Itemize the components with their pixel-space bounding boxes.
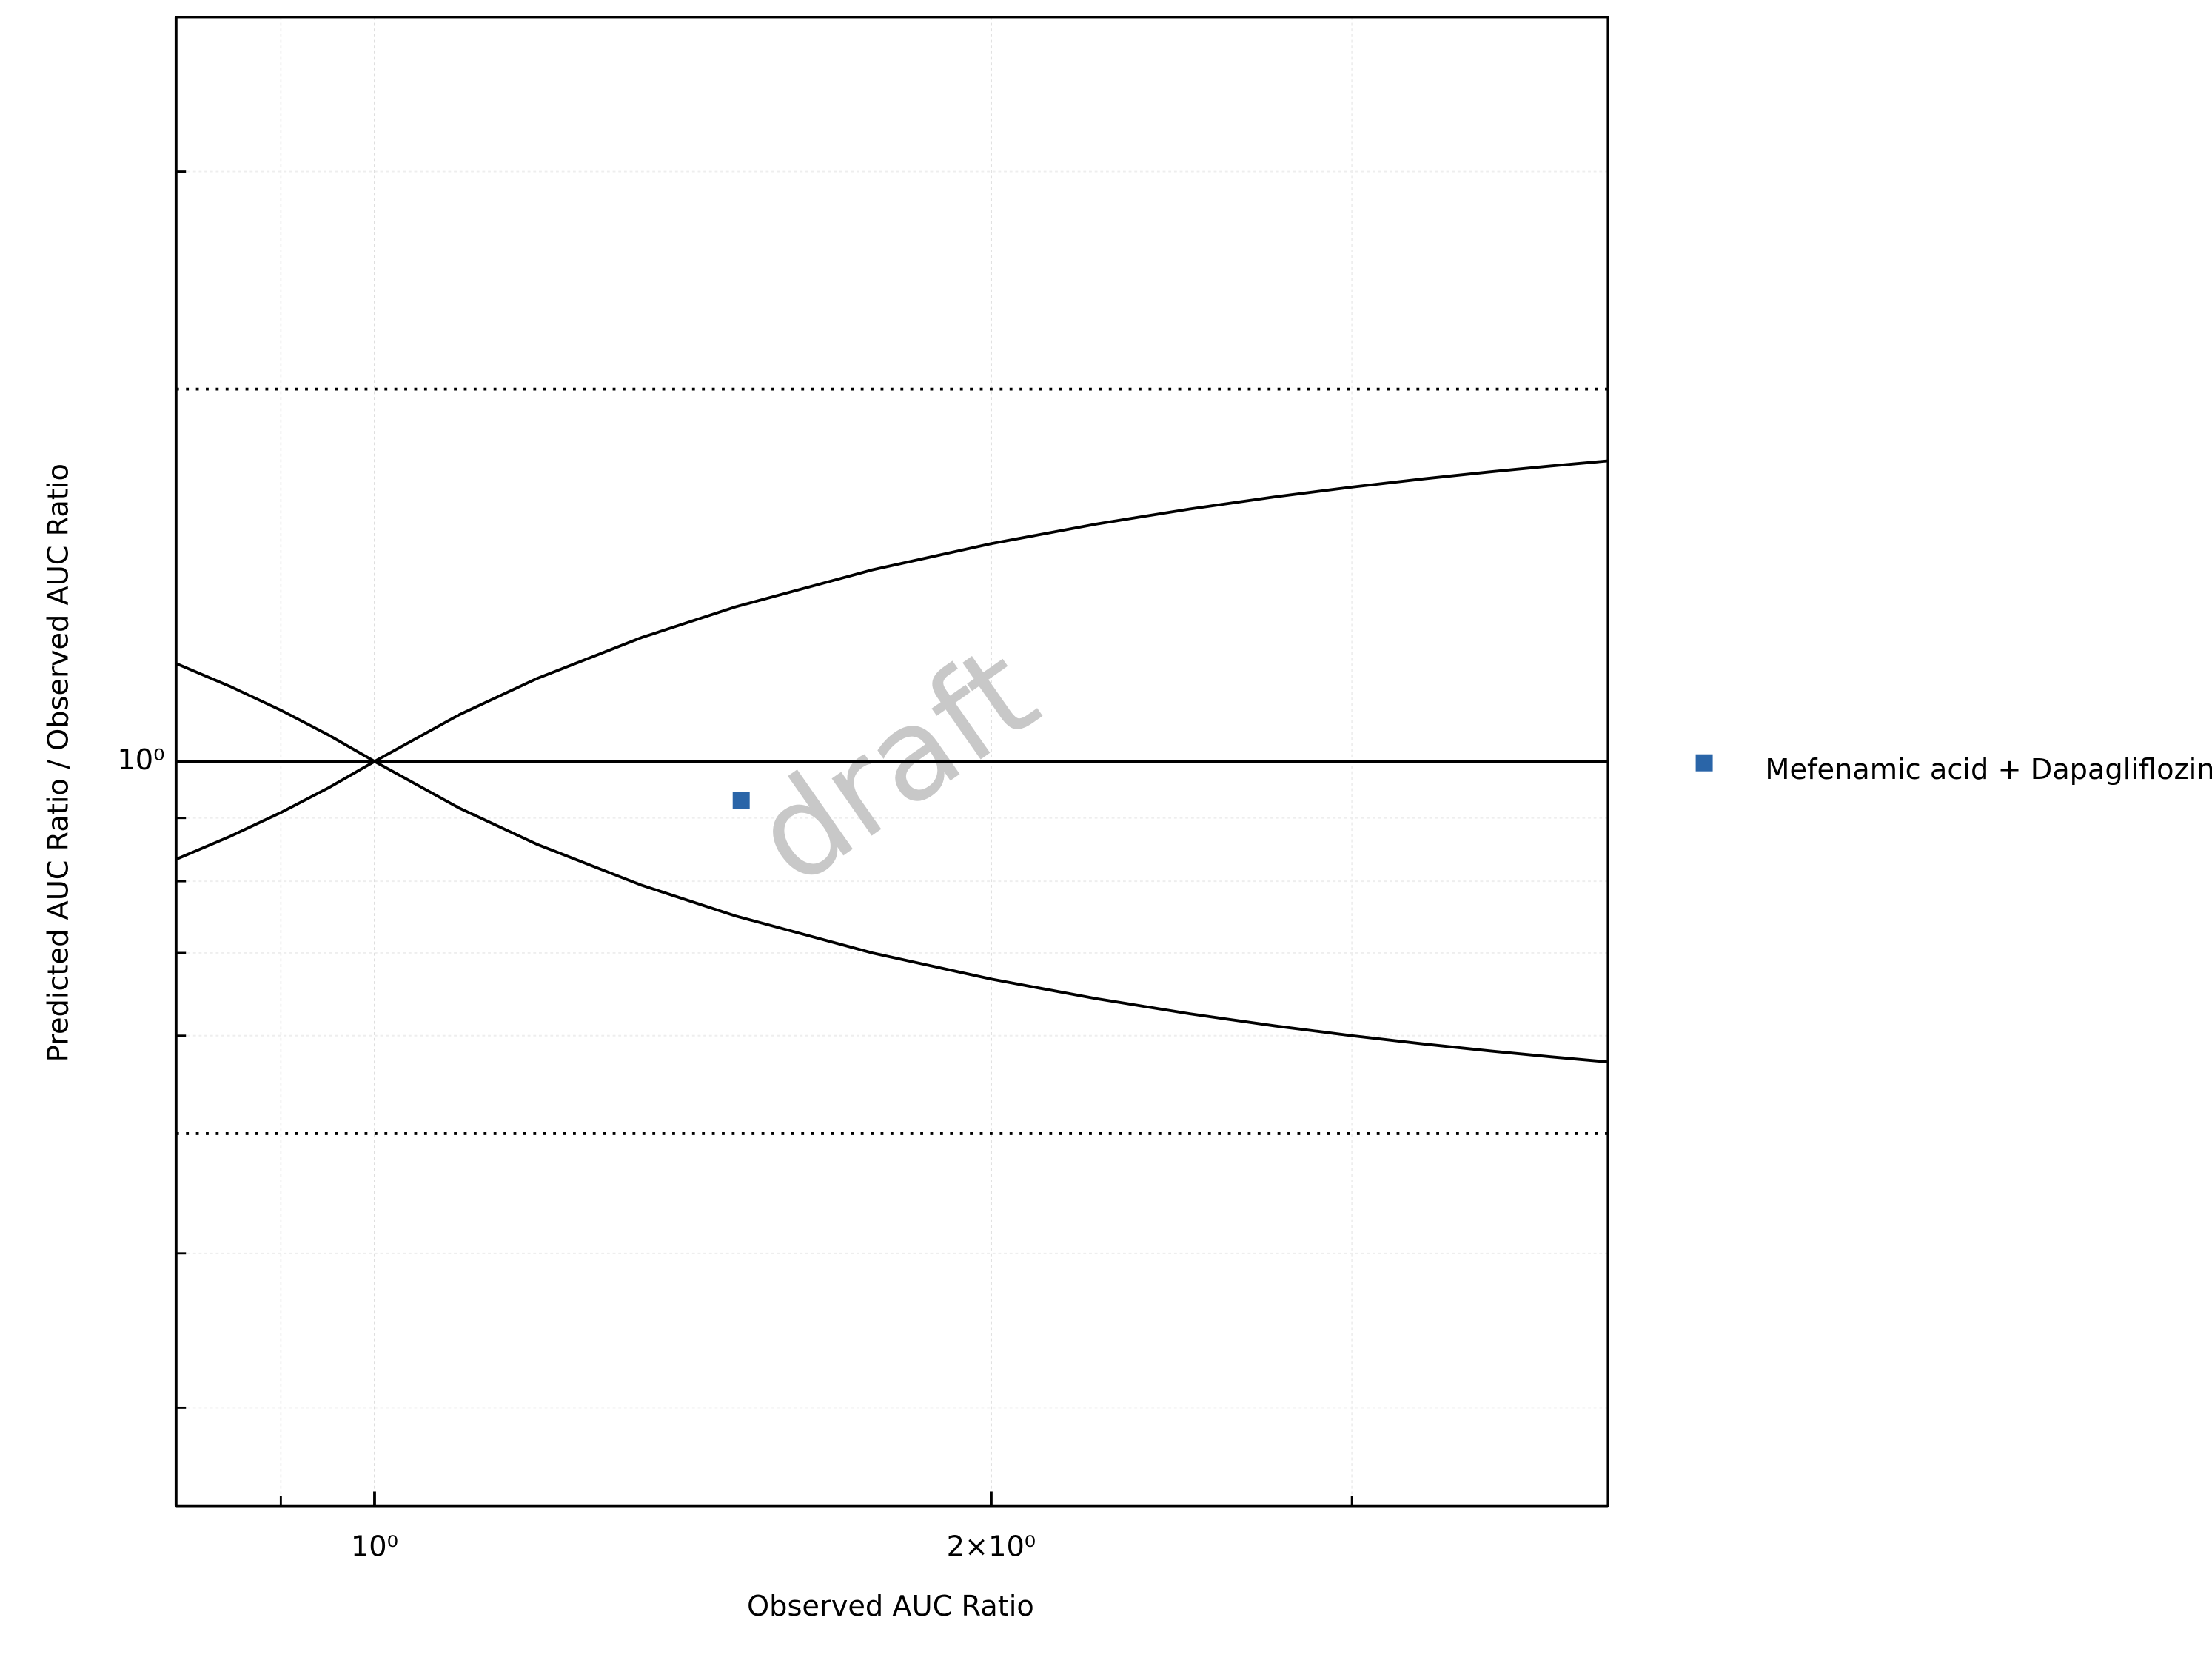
- y-axis-label: Predicted AUC Ratio / Observed AUC Ratio: [41, 464, 75, 1062]
- limit-curve: [175, 760, 1609, 1064]
- y-tick-label: 10⁰: [117, 743, 164, 777]
- data-point: [732, 792, 750, 809]
- legend-marker: [1695, 754, 1713, 772]
- watermark: draft: [728, 617, 1062, 913]
- legend-label: Mefenamic acid + Dapagliflozin: [1765, 753, 2212, 786]
- limit-curve: [175, 459, 1609, 763]
- x-tick-label: 10⁰: [351, 1530, 398, 1564]
- x-axis-label: Observed AUC Ratio: [747, 1590, 1034, 1623]
- x-tick-label: 2×10⁰: [947, 1530, 1036, 1564]
